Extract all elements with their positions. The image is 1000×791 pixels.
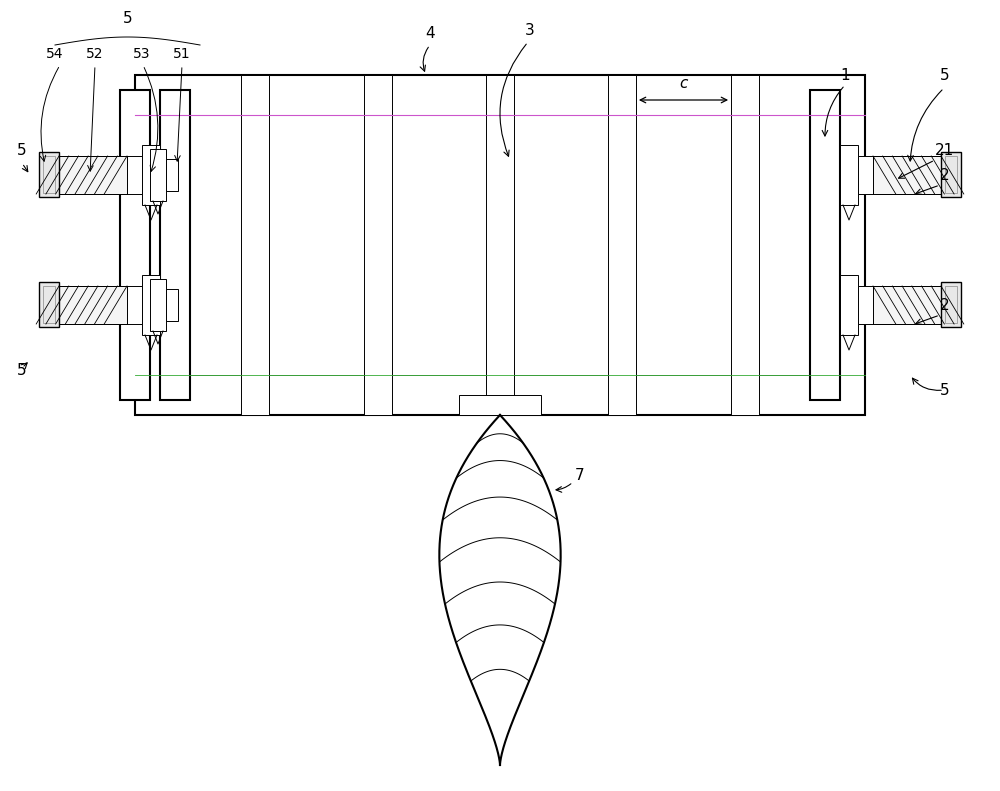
Bar: [459, 395, 541, 415]
Bar: [166, 289, 178, 321]
Bar: [858, 286, 873, 324]
Bar: [731, 75, 759, 415]
Bar: [59, 286, 127, 324]
Bar: [166, 159, 178, 191]
Text: 3: 3: [525, 23, 535, 38]
Bar: [59, 156, 127, 194]
Bar: [941, 152, 961, 197]
Bar: [142, 145, 160, 205]
Bar: [945, 156, 957, 193]
Text: 4: 4: [425, 26, 435, 41]
Bar: [190, 115, 810, 375]
Bar: [43, 286, 55, 323]
Text: 2: 2: [940, 298, 950, 313]
Bar: [608, 75, 636, 415]
Text: 51: 51: [173, 47, 191, 61]
Bar: [486, 75, 514, 415]
Bar: [43, 156, 55, 193]
Bar: [160, 90, 190, 400]
Bar: [150, 149, 166, 201]
Bar: [241, 75, 269, 415]
Bar: [873, 156, 941, 194]
Bar: [150, 279, 166, 331]
Bar: [135, 75, 865, 415]
Bar: [941, 282, 961, 327]
Text: 21: 21: [935, 143, 954, 158]
Bar: [840, 275, 858, 335]
Text: 1: 1: [840, 68, 850, 83]
Text: 5: 5: [17, 143, 27, 158]
Bar: [127, 156, 142, 194]
Text: 5: 5: [123, 11, 132, 26]
Bar: [39, 282, 59, 327]
Text: 7: 7: [575, 468, 585, 483]
Bar: [364, 75, 392, 415]
Bar: [127, 286, 142, 324]
Text: 5: 5: [940, 383, 950, 398]
Text: 5: 5: [17, 363, 27, 378]
Bar: [120, 90, 150, 400]
Text: 2: 2: [940, 168, 950, 183]
Text: 52: 52: [86, 47, 104, 61]
Bar: [39, 152, 59, 197]
Bar: [142, 275, 160, 335]
Bar: [840, 145, 858, 205]
Text: 53: 53: [133, 47, 151, 61]
Bar: [873, 286, 941, 324]
Text: c: c: [679, 76, 688, 91]
Bar: [945, 286, 957, 323]
Bar: [858, 156, 873, 194]
Bar: [810, 90, 840, 400]
Text: 5: 5: [940, 68, 950, 83]
Text: 54: 54: [46, 47, 64, 61]
